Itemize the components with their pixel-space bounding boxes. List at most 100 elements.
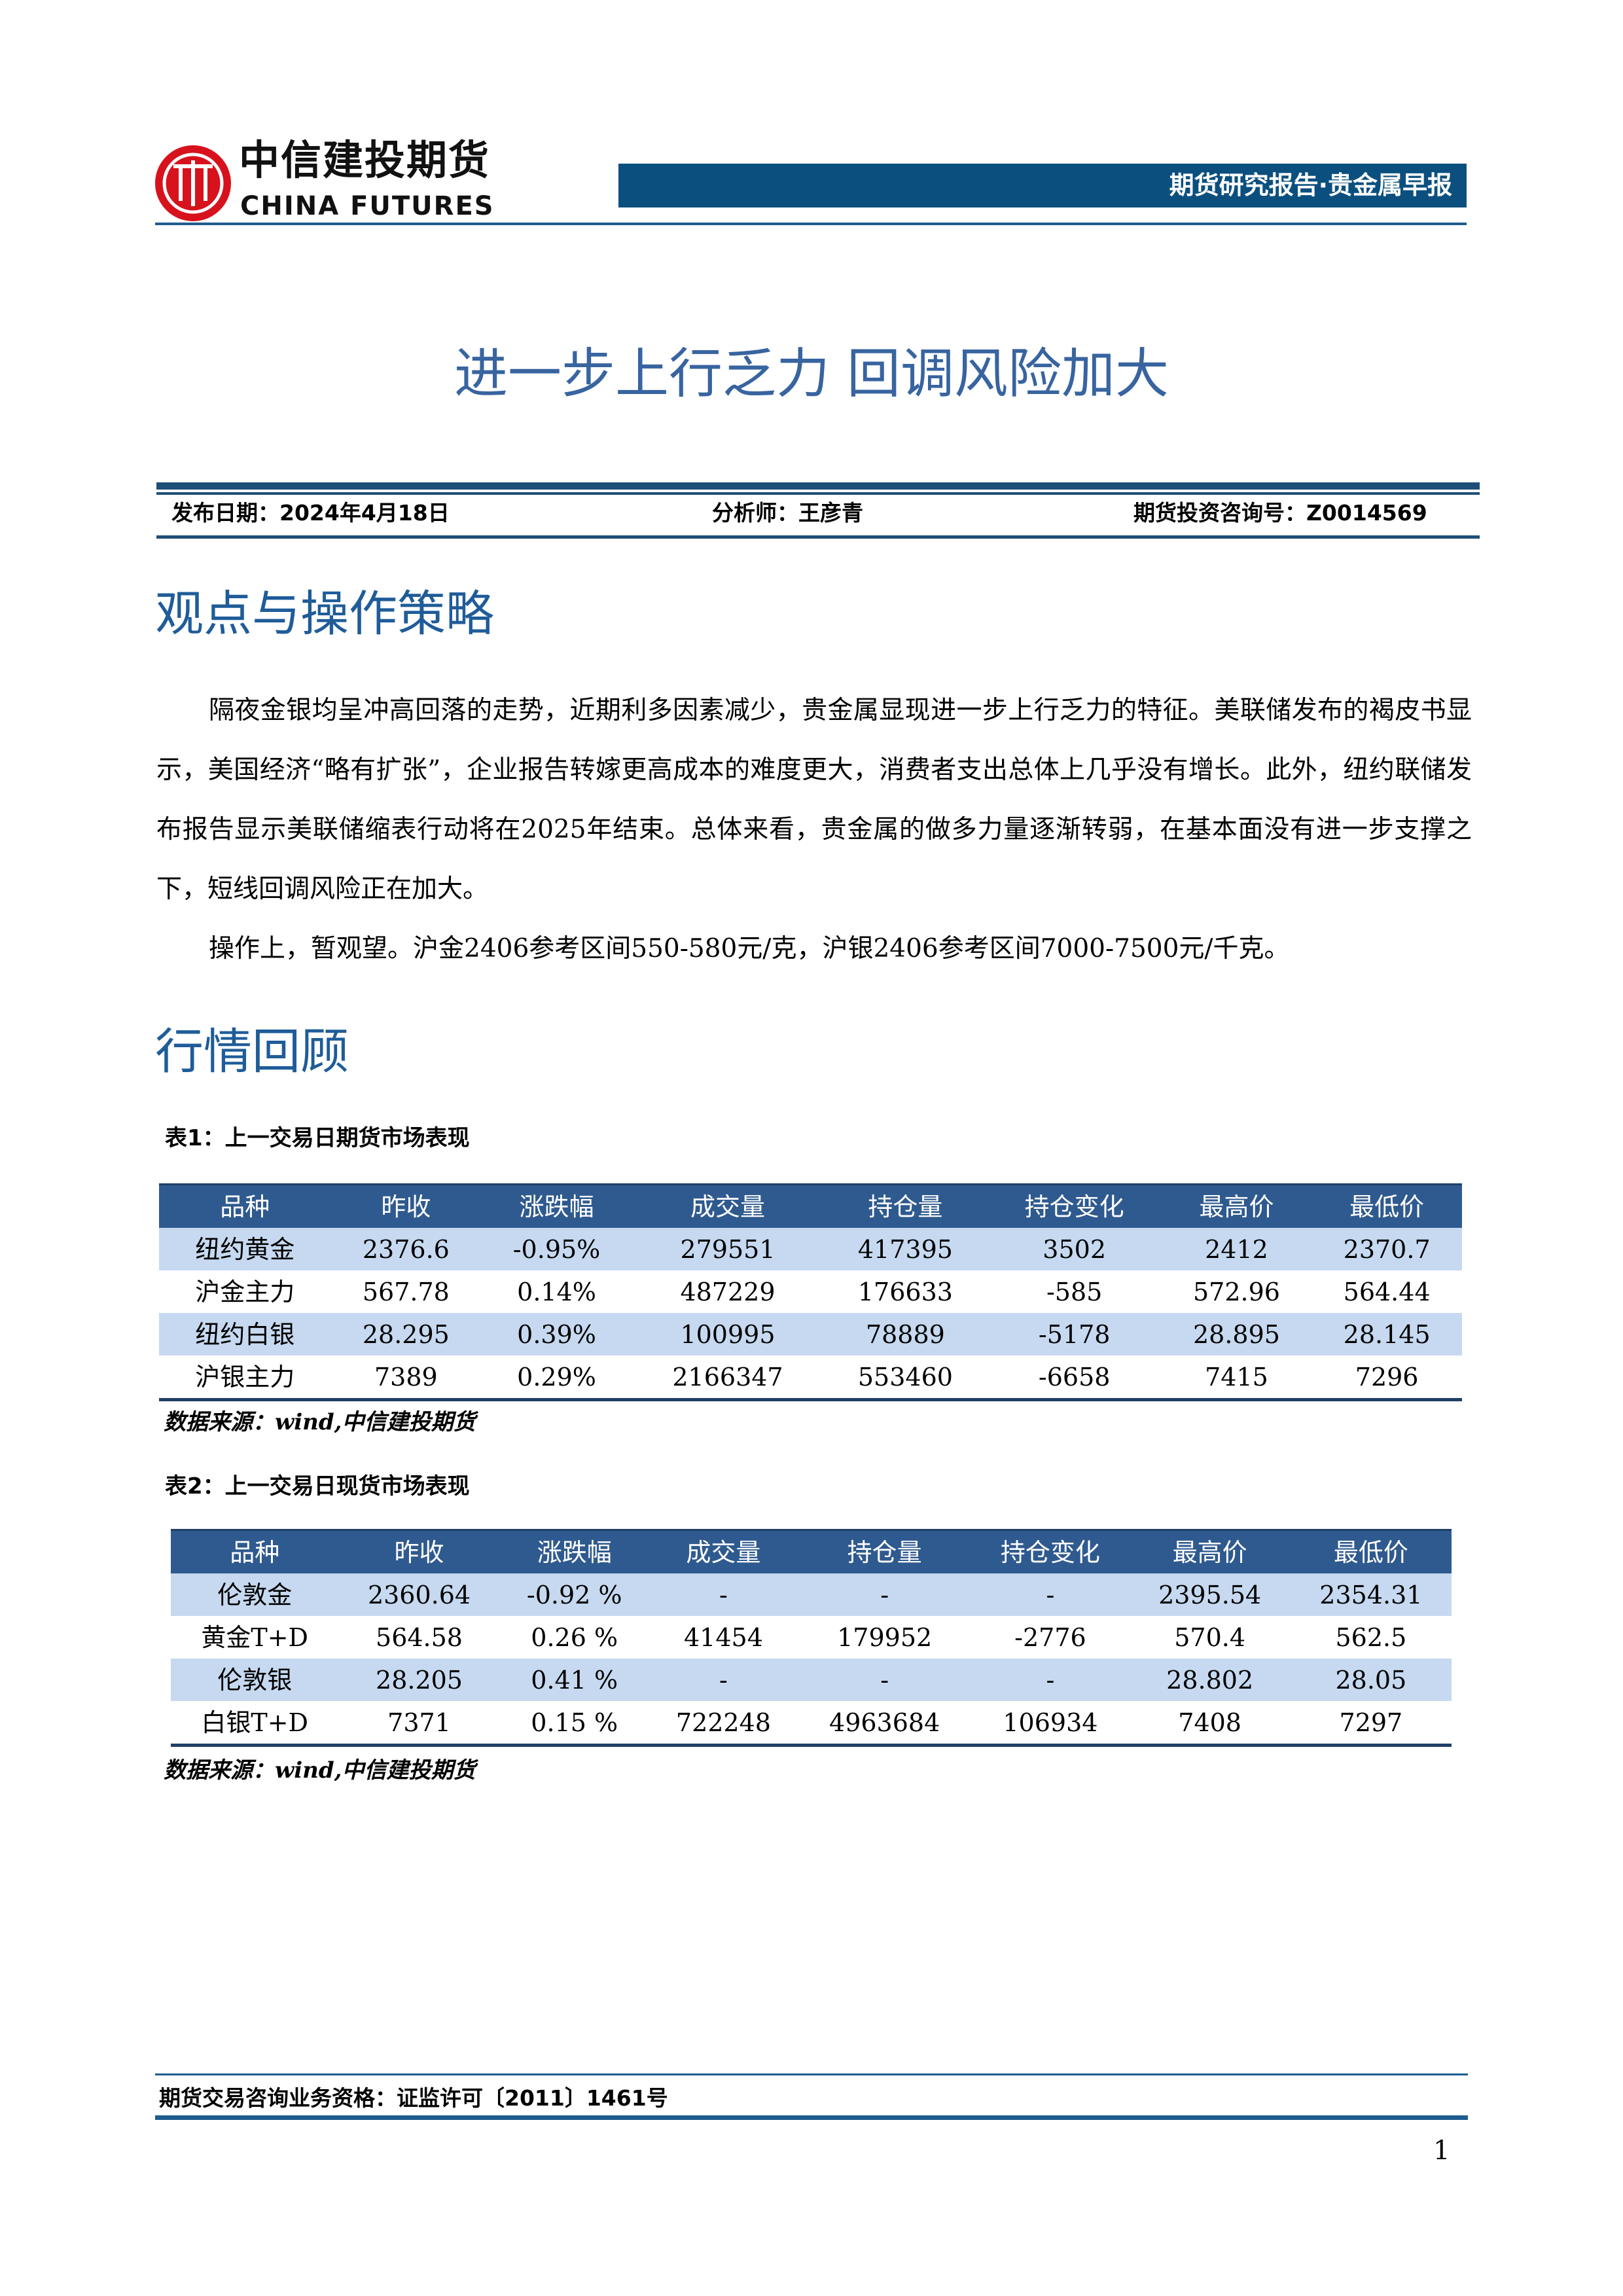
table-cell: 4963684 [798, 1701, 972, 1747]
table-cell: 106934 [971, 1701, 1130, 1747]
table-row: 沪金主力 567.78 0.14% 487229 176633 -585 572.96 564… [159, 1270, 1462, 1313]
table-cell: 567.78 [362, 1277, 450, 1306]
table-cell: - [798, 1659, 972, 1701]
column-header: 涨跌幅 [499, 1529, 649, 1573]
table-row: 纽约黄金 2376.6 -0.95% 279551 417395 3502 2412 2370… [159, 1228, 1462, 1270]
table-cell: 白银T+D [171, 1701, 339, 1747]
table-cell: 78889 [823, 1313, 988, 1355]
table-cell: 2354.31 [1290, 1573, 1452, 1616]
column-header: 最低价 [1311, 1183, 1462, 1228]
publish-date: 发布日期：2024年4月18日 [171, 500, 450, 526]
column-header: 品种 [171, 1529, 339, 1573]
column-header: 成交量 [632, 1183, 824, 1228]
table-cell: 0.15 % [499, 1701, 649, 1747]
table-cell: 2376.6 [330, 1228, 482, 1270]
footer-divider-thick [155, 2115, 1468, 2120]
report-title: 进一步上行乏力 回调风险加大 [454, 343, 1169, 405]
table-row: 纽约白银 28.295 0.39% 100995 78889 -5178 28.895 28.… [159, 1313, 1462, 1355]
table-cell: -6658 [987, 1355, 1162, 1401]
table-cell: 7415 [1161, 1355, 1312, 1401]
table-cell: 7389 [330, 1355, 482, 1401]
table-cell: 28.802 [1129, 1659, 1291, 1701]
table-row: 伦敦金 2360.64 -0.92 % - - -2395.54 2354.31 [171, 1573, 1452, 1616]
table-cell: 沪银主力 [159, 1355, 331, 1401]
footer-qualification: 期货交易咨询业务资格：证监许可〔2011〕1461号 [159, 2085, 668, 2111]
logo-text-cn: 中信建投期货 [239, 136, 491, 184]
column-header: 最高价 [1161, 1183, 1312, 1228]
footer-divider [155, 2073, 1468, 2075]
table2-source: 数据来源：wind,中信建投期货 [164, 1757, 476, 1784]
table2-caption: 表2：上一交易日现货市场表现 [165, 1473, 470, 1499]
table-cell: 570.4 [1174, 1623, 1246, 1652]
page-number: 1 [1433, 2136, 1450, 2166]
table-cell: 41454 [683, 1623, 763, 1652]
table-cell: 28.895 [1161, 1313, 1312, 1355]
table-cell: 2360.64 [338, 1573, 500, 1616]
table-cell: 100995 [632, 1313, 824, 1355]
operation-paragraph: 操作上，暂观望。沪金2406参考区间550-580元/克，沪银2406参考区间7… [209, 934, 1290, 963]
table1-source: 数据来源：wind,中信建投期货 [164, 1409, 476, 1435]
info-divider-top [156, 482, 1480, 490]
table-cell: -0.92 % [499, 1573, 649, 1616]
table-cell: 28.145 [1311, 1313, 1462, 1355]
column-header: 最低价 [1290, 1529, 1452, 1573]
table-cell: 28.05 [1290, 1659, 1452, 1701]
table-header-row: 品种 昨收 涨跌幅 成交量 持仓量 持仓变化 最高价 最低价 [171, 1529, 1452, 1573]
table-cell: 2166347 [632, 1355, 824, 1401]
table-row: 黄金T+D 564.58 0.26 % 41454 179952 -2776 570.4 56… [171, 1616, 1452, 1659]
table-cell: -2776 [1014, 1623, 1086, 1652]
column-header: 最高价 [1129, 1529, 1291, 1573]
table-cell: 2395.54 [1129, 1573, 1291, 1616]
column-header: 品种 [159, 1183, 331, 1228]
table-cell: 179952 [837, 1623, 933, 1652]
info-divider-top-thin [156, 492, 1480, 495]
table-cell: 伦敦银 [171, 1659, 339, 1701]
strategy-paragraph: 隔夜金银均呈冲高回落的走势，近期利多因素减少，贵金属显现进一步上行乏力的特征。美… [156, 696, 1472, 904]
table-cell: 176633 [857, 1277, 953, 1306]
analyst: 分析师：王彦青 [712, 500, 863, 526]
logo-text-en: CHINA FUTURES [240, 191, 495, 221]
report-type: 期货研究报告·贵金属早报 [1169, 171, 1452, 200]
table-cell: 28.205 [338, 1659, 500, 1701]
table-cell: -585 [1046, 1277, 1103, 1306]
column-header: 涨跌幅 [481, 1183, 632, 1228]
strategy-body: 隔夜金银均呈冲高回落的走势，近期利多因素减少，贵金属显现进一步上行乏力的特征。美… [156, 681, 1472, 978]
table-cell: 3502 [987, 1228, 1162, 1270]
table1-caption: 表1：上一交易日期货市场表现 [165, 1125, 470, 1151]
table-cell: - [971, 1659, 1130, 1701]
column-header: 持仓变化 [987, 1183, 1162, 1228]
table-cell: 0.14% [517, 1277, 596, 1306]
column-header: 成交量 [649, 1529, 798, 1573]
table-cell: 7371 [338, 1701, 500, 1747]
column-header: 持仓量 [798, 1529, 972, 1573]
table-cell: 7408 [1129, 1701, 1291, 1747]
section-heading-strategy: 观点与操作策略 [155, 586, 494, 642]
table-cell: -5178 [987, 1313, 1162, 1355]
table-row: 沪银主力 7389 0.29% 2166347 553460 -6658 7415 7296 [159, 1355, 1462, 1401]
table-cell: 沪金主力 [195, 1277, 295, 1306]
table-cell: 417395 [823, 1228, 988, 1270]
table-cell: 279551 [632, 1228, 824, 1270]
table-cell: 纽约黄金 [159, 1228, 331, 1270]
table-cell: 2412 [1161, 1228, 1312, 1270]
table-cell: 0.39% [481, 1313, 632, 1355]
table-header-row: 品种 昨收 涨跌幅 成交量 持仓量 持仓变化 最高价 最低价 [159, 1183, 1462, 1228]
column-header: 昨收 [330, 1183, 482, 1228]
table-cell: 2370.7 [1311, 1228, 1462, 1270]
table-cell: 7297 [1290, 1701, 1452, 1747]
section-heading-review: 行情回顾 [155, 1024, 349, 1080]
table-cell: - [971, 1573, 1130, 1616]
table-cell: 572.96 [1192, 1277, 1280, 1306]
table-cell: 564.58 [376, 1623, 463, 1652]
column-header: 昨收 [338, 1529, 500, 1573]
table-row: 白银T+D 7371 0.15 % 722248 4963684 106934 7408 72… [171, 1701, 1452, 1747]
table-cell: -0.95% [481, 1228, 632, 1270]
license-number: 期货投资咨询号：Z0014569 [1133, 500, 1427, 526]
column-header: 持仓量 [823, 1183, 988, 1228]
table-cell: 562.5 [1335, 1623, 1407, 1652]
futures-table: 品种 昨收 涨跌幅 成交量 持仓量 持仓变化 最高价 最低价 纽约黄金 2376.6 -0.95% 2… [159, 1183, 1462, 1401]
table-cell: 0.29% [481, 1355, 632, 1401]
table-cell: 伦敦金 [171, 1573, 339, 1616]
table-cell: 纽约白银 [159, 1313, 331, 1355]
table-cell: 553460 [823, 1355, 988, 1401]
